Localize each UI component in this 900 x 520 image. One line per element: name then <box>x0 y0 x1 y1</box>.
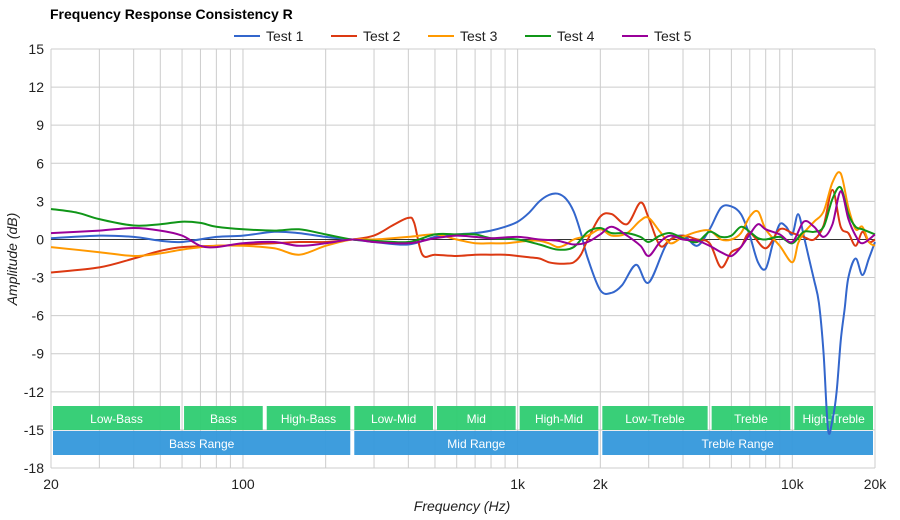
range-band <box>602 431 873 455</box>
y-tick-label: 3 <box>36 193 44 209</box>
y-tick-label: 0 <box>36 231 44 247</box>
legend-item: Test 5 <box>622 26 691 46</box>
chart-legend: Test 1 Test 2 Test 3 Test 4 Test 5 <box>0 26 900 46</box>
legend-label: Test 4 <box>557 28 595 44</box>
y-tick-label: 9 <box>36 117 44 133</box>
series-line-test-3 <box>50 171 876 264</box>
x-tick-label: 1k <box>510 476 526 492</box>
y-tick-label: 12 <box>28 79 44 95</box>
y-tick-label: 15 <box>28 41 44 57</box>
range-band <box>266 406 351 430</box>
x-tick-label: 100 <box>231 476 255 492</box>
range-band-label: Bass <box>210 412 237 426</box>
series-line-test-5 <box>50 190 876 258</box>
legend-item: Test 2 <box>331 26 400 46</box>
range-band <box>602 406 708 430</box>
range-band-label: High-Bass <box>281 412 336 426</box>
x-tick-label: 20k <box>864 476 888 492</box>
y-tick-label: -18 <box>24 460 44 476</box>
x-tick-label: 2k <box>593 476 609 492</box>
y-tick-label: -6 <box>32 308 45 324</box>
range-band <box>184 406 263 430</box>
x-tick-label: 20 <box>43 476 59 492</box>
range-band-label: Bass Range <box>169 437 235 451</box>
legend-swatch <box>331 35 357 37</box>
range-band-label: High-Mid <box>535 412 583 426</box>
series-layer <box>50 171 876 435</box>
series-line-test-1 <box>50 192 876 435</box>
legend-swatch <box>234 35 260 37</box>
range-bands: Low-Bass Bass High-Bass Low-Mid Mid High-Mid L… <box>53 406 873 455</box>
legend-swatch <box>525 35 551 37</box>
legend-label: Test 2 <box>363 28 401 44</box>
y-axis-label: Amplitude (dB) <box>4 213 20 307</box>
range-band-label: Mid <box>467 412 486 426</box>
range-band <box>711 406 791 430</box>
y-tick-label: 6 <box>36 155 44 171</box>
series-line-test-4 <box>50 185 876 251</box>
range-band <box>354 431 599 455</box>
legend-item: Test 1 <box>234 26 303 46</box>
legend-label: Test 5 <box>654 28 692 44</box>
range-band <box>519 406 599 430</box>
legend-swatch <box>622 35 648 37</box>
range-band-label: High-Treble <box>803 412 866 426</box>
y-tick-label: -15 <box>24 422 44 438</box>
y-tick-label: -3 <box>32 270 45 286</box>
legend-label: Test 1 <box>266 28 304 44</box>
legend-item: Test 4 <box>525 26 594 46</box>
y-tick-label: -12 <box>24 384 44 400</box>
range-band <box>354 406 433 430</box>
range-band-label: Mid Range <box>447 437 505 451</box>
range-band-label: Treble Range <box>702 437 775 451</box>
range-band <box>53 406 181 430</box>
chart-title: Frequency Response Consistency R <box>50 6 293 22</box>
legend-item: Test 3 <box>428 26 497 46</box>
y-tick-label: -9 <box>32 346 45 362</box>
legend-label: Test 3 <box>460 28 498 44</box>
range-band <box>53 431 351 455</box>
range-band-label: Low-Treble <box>625 412 685 426</box>
x-tick-label: 10k <box>781 476 805 492</box>
range-band-label: Low-Mid <box>371 412 416 426</box>
x-axis-label: Frequency (Hz) <box>414 498 510 514</box>
range-band-label: Low-Bass <box>90 412 143 426</box>
legend-swatch <box>428 35 454 37</box>
range-band-label: Treble <box>734 412 768 426</box>
range-band <box>436 406 516 430</box>
grid-layer <box>50 48 876 469</box>
